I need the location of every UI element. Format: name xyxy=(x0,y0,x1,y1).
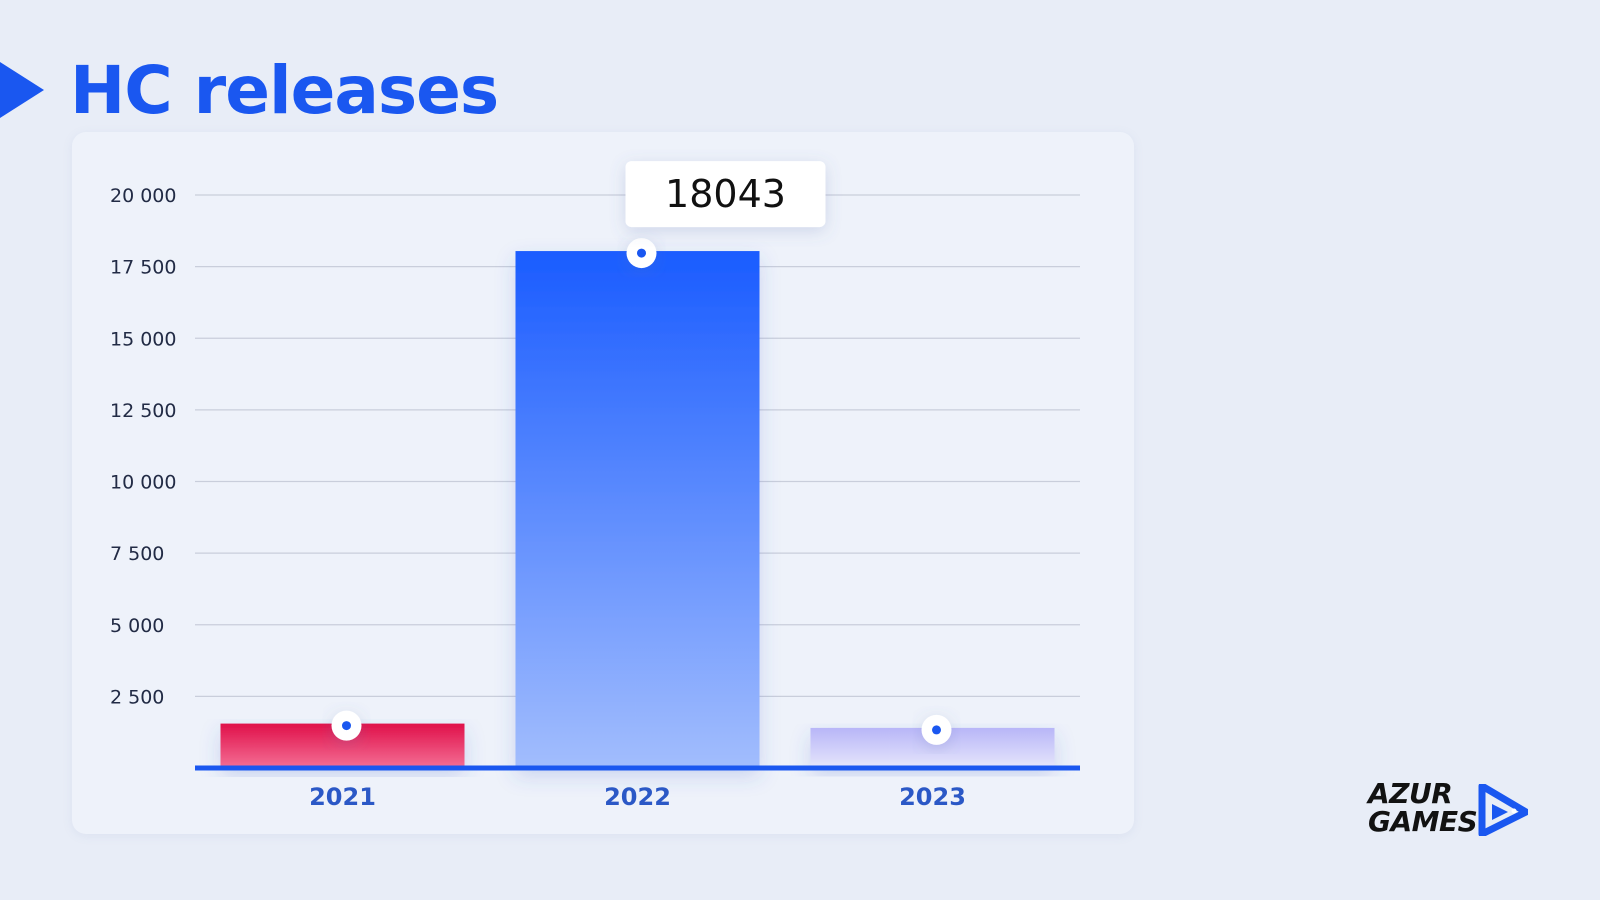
x-tick-label-2023: 2023 xyxy=(899,783,966,811)
y-tick-label: 12 500 xyxy=(110,400,176,422)
play-logo-icon xyxy=(1478,784,1528,836)
bar-2022 xyxy=(515,251,760,768)
value-callout-box xyxy=(625,161,826,228)
bars xyxy=(220,251,1055,768)
x-tick-label-2022: 2022 xyxy=(604,783,671,811)
y-tick-label: 7 500 xyxy=(110,543,164,565)
bar-markers xyxy=(331,238,952,745)
y-tick-label: 5 000 xyxy=(110,615,164,637)
page-title: HC releases xyxy=(70,52,499,129)
y-tick-label: 15 000 xyxy=(110,328,176,350)
logo-line-1: AZUR xyxy=(1368,777,1453,810)
y-axis-ticks: 2 500 5 000 7 500 10 000 12 500 15 000 17 500 2… xyxy=(110,185,176,708)
title-arrow-icon xyxy=(0,62,44,118)
y-tick-label: 2 500 xyxy=(110,686,164,708)
bar-marker-dot-2022 xyxy=(637,248,646,258)
value-callout-label: 18043 xyxy=(665,172,786,216)
y-tick-label: 17 500 xyxy=(110,257,176,279)
bar-marker-dot-2023 xyxy=(932,725,941,735)
y-tick-label: 20 000 xyxy=(110,185,176,207)
logo-line-2: GAMES xyxy=(1368,805,1478,838)
x-axis-labels: 2021 2022 2023 xyxy=(309,783,966,811)
y-tick-label: 10 000 xyxy=(110,472,176,494)
azur-games-logo: AZUR GAMES xyxy=(1368,780,1538,840)
x-tick-label-2021: 2021 xyxy=(309,783,376,811)
bar-marker-dot-2021 xyxy=(342,721,351,731)
value-callouts: 18043 xyxy=(625,161,826,228)
